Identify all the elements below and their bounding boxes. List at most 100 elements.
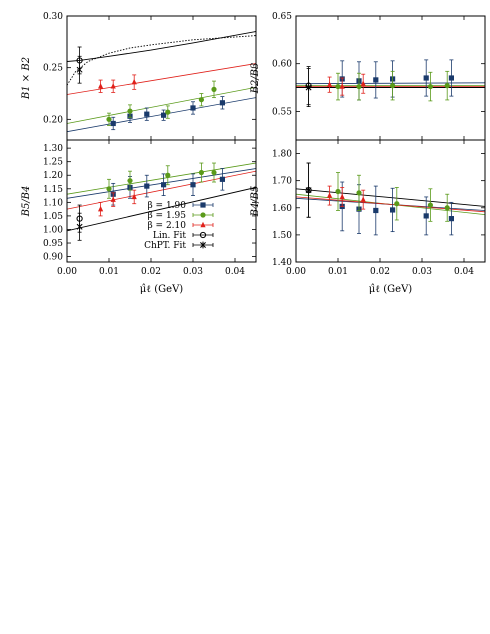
data-point-b210 [131, 193, 137, 200]
panel-b2-over-b3: 0.55 0.60 0.65 B2/B3 [250, 12, 486, 141]
fit-line-fit [67, 31, 256, 62]
data-point-b195 [335, 188, 341, 195]
data-point-b190 [190, 182, 196, 188]
data-point-b190 [161, 112, 167, 118]
fit-line-fit [67, 35, 256, 86]
data-point-b195 [444, 83, 450, 89]
legend-label: β = 2.10 [147, 221, 186, 231]
data-point-b210 [327, 81, 333, 87]
data-point-b190 [423, 75, 429, 81]
panel-b1-times-b2: 0.20 0.25 0.30 B1 × B2 [21, 12, 257, 141]
data-point-b210 [110, 83, 116, 89]
y-tick-label: 0.90 [43, 253, 63, 263]
y-tick-label: 1.70 [272, 177, 292, 187]
data-point-b195 [356, 190, 362, 196]
data-point-b190 [219, 176, 225, 182]
y-tick-label: 0.60 [272, 60, 292, 70]
fit-line-b195 [67, 162, 256, 195]
data-point-b195 [106, 186, 112, 192]
y-tick-label: 1.05 [43, 212, 63, 222]
legend-marker [199, 231, 207, 239]
data-point-b210 [98, 83, 104, 89]
data-point-b195 [165, 172, 171, 178]
data-point-b210 [110, 196, 116, 202]
y-axis-label: B5/B4 [21, 186, 32, 218]
y-tick-label: 0.95 [43, 239, 63, 249]
legend-marker [200, 241, 206, 249]
data-point-b195 [165, 109, 171, 115]
x-axis-label: μ̂ℓ (GeV) [140, 284, 183, 295]
data-points [76, 46, 225, 131]
x-tick-label: 0.02 [370, 267, 390, 277]
data-point-b210 [131, 78, 137, 85]
legend-marker [200, 202, 206, 208]
data-points [305, 59, 454, 108]
y-tick-label: 0.25 [43, 64, 63, 74]
x-tick-label: 0.03 [412, 267, 432, 277]
panel-b4-over-b5: 1.40 1.50 1.60 1.70 1.80 0.00 0.01 0.02 0.03 0.04… [250, 139, 486, 295]
data-point-b190 [110, 120, 116, 127]
data-point-b195 [106, 116, 112, 122]
data-point-b210 [360, 196, 366, 202]
data-point-b190 [448, 216, 454, 222]
data-point-b195 [127, 178, 133, 184]
y-tick-label: 1.80 [272, 150, 292, 160]
y-tick-label: 1.30 [43, 144, 63, 154]
x-tick-label: 0.02 [141, 267, 161, 277]
y-tick-label: 1.00 [43, 225, 63, 235]
data-point-fit [305, 186, 312, 194]
plot-frame [295, 139, 486, 263]
legend-marker [200, 212, 206, 218]
x-tick-label: 0.01 [328, 267, 348, 277]
data-point-fit [305, 84, 312, 91]
data-point-b190 [390, 207, 396, 213]
data-points [76, 162, 225, 241]
x-tick-label: 0.00 [286, 267, 306, 277]
data-point-b195 [444, 205, 450, 211]
data-point-b190 [448, 75, 454, 81]
y-tick-label: 0.30 [43, 12, 63, 22]
y-tick-label: 1.10 [43, 198, 63, 208]
data-point-b195 [335, 83, 341, 90]
data-point-b195 [356, 83, 362, 90]
legend-label: β = 1.95 [147, 211, 186, 221]
data-point-b210 [98, 205, 104, 212]
data-point-b195 [198, 97, 204, 103]
fit-line-b195 [67, 86, 256, 124]
data-point-b195 [211, 169, 217, 176]
legend-marker [200, 221, 206, 228]
data-point-b210 [339, 193, 345, 200]
y-tick-label: 0.55 [272, 107, 292, 117]
x-tick-label: 0.01 [99, 267, 119, 277]
y-axis-label: B2/B3 [250, 63, 261, 95]
data-point-b190 [190, 105, 196, 111]
legend-label: Lin. Fit [153, 231, 186, 241]
y-tick-label: 1.50 [272, 231, 292, 241]
fit-line-b210 [67, 63, 256, 95]
y-tick-label: 0.65 [272, 12, 292, 22]
data-point-b190 [373, 207, 379, 214]
data-point-b210 [360, 80, 366, 86]
y-tick-label: 1.25 [43, 158, 63, 168]
legend-label: β = 1.90 [147, 201, 186, 211]
fit-line-fit [296, 188, 485, 207]
data-point-b190 [144, 183, 150, 189]
y-tick-label: 1.40 [272, 258, 292, 268]
plot-frame [66, 15, 257, 141]
data-point-fit [76, 223, 83, 231]
data-point-b195 [394, 201, 400, 207]
x-tick-label: 0.03 [183, 267, 203, 277]
y-tick-label: 1.15 [43, 185, 63, 195]
fit-line-b210 [296, 196, 485, 213]
data-point-b210 [339, 83, 345, 89]
data-point-b195 [211, 86, 217, 92]
legend-label: ChPT. Fit [144, 241, 186, 251]
y-tick-label: 0.20 [43, 115, 63, 125]
y-axis-label: B4/B5 [250, 186, 261, 218]
x-axis-label: μ̂ℓ (GeV) [369, 284, 412, 295]
data-point-b190 [161, 182, 167, 188]
x-tick-label: 0.00 [57, 267, 77, 277]
data-point-b195 [127, 108, 133, 114]
